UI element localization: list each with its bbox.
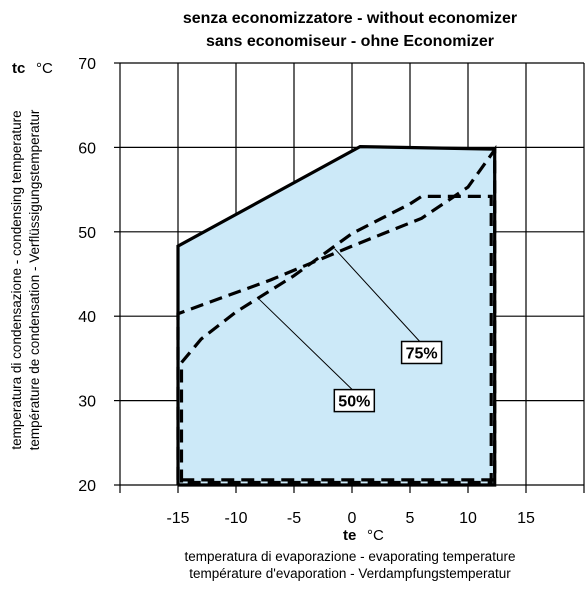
y-axis-unit: °C (36, 60, 53, 77)
x-tick-label: 15 (517, 510, 535, 527)
x-axis-description-line-1: temperatura di evaporazione - evaporatin… (185, 549, 516, 564)
y-tick-label: 30 (78, 394, 96, 411)
annotation-leader-0 (334, 248, 422, 344)
series-line-50pct (179, 194, 493, 485)
y-axis-description-line-2: température de condensation - Verflüssig… (27, 109, 42, 450)
y-axis-description-line-1: temperatura di condensazione - condensin… (9, 110, 24, 449)
annotation-layer: 75% 50% (258, 248, 443, 413)
annotation-box-1 (333, 388, 376, 413)
y-tick-label: 50 (78, 225, 96, 242)
x-axis-name: te (343, 527, 356, 544)
y-tick-label: 20 (78, 478, 96, 495)
y-axis-name: tc (12, 60, 25, 77)
x-tick-label: 0 (348, 510, 357, 527)
y-tick-label: 70 (78, 56, 96, 73)
x-axis-description-line-2: température d'evaporation - Verdampfungs… (189, 566, 511, 581)
annotation-box-0 (400, 340, 443, 365)
annotation-label-0: 75% (406, 345, 438, 362)
grid (114, 62, 585, 493)
y-tick-label: 40 (78, 309, 96, 326)
chart-title-line-1: senza economizzatore - without economize… (183, 10, 517, 27)
y-tick-label: 60 (78, 140, 96, 157)
x-tick-label: -5 (287, 510, 301, 527)
x-tick-label: -15 (166, 510, 189, 527)
series-layer (176, 144, 497, 485)
chart-title-line-2: sans economiseur - ohne Economizer (206, 33, 494, 50)
envelope-outline (176, 144, 497, 487)
envelope-fill (178, 146, 495, 485)
annotation-label-1: 50% (338, 394, 370, 411)
envelope-layer (176, 144, 497, 487)
x-axis-unit: °C (367, 527, 384, 544)
x-tick-label: -10 (224, 510, 247, 527)
x-tick-label: 10 (459, 510, 477, 527)
series-line-75pct (176, 144, 497, 482)
annotation-leader-1 (258, 298, 355, 392)
x-tick-label: 5 (406, 510, 415, 527)
tick-label-layer: -15 -10 -5 0 5 10 15 20 30 40 50 60 70 (78, 56, 535, 527)
